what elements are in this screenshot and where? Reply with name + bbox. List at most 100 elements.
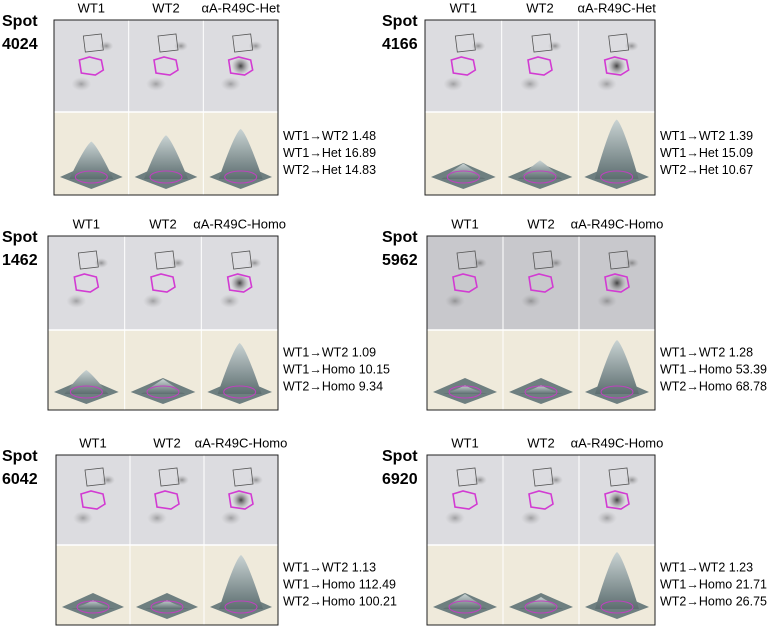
spot-label: Spot: [382, 229, 418, 246]
column-header: WT2: [153, 435, 180, 450]
panel-frame: [53, 19, 279, 196]
ratio-text: WT1→Het 15.09: [660, 146, 753, 160]
gel-spot: [73, 511, 93, 525]
gel-spot: [219, 294, 240, 308]
gel-spot: [521, 511, 541, 525]
gel-spot: [248, 41, 263, 51]
ratio-text: WT2→Homo 68.78: [660, 379, 767, 393]
panel: Spot 6042 WT1 WT2 αA-R49C-Homo WT1→WT2 1.13 WT…: [2, 435, 397, 626]
gel-spot: [71, 77, 92, 91]
gel-image: [425, 20, 502, 112]
spot-contour: [450, 56, 477, 76]
column-header: WT2: [527, 216, 554, 231]
gel-spot: [94, 258, 109, 268]
panel: Spot 6920 WT1 WT2 αA-R49C-Homo WT1→WT2 1.23 WT…: [382, 435, 767, 626]
panel: Spot 5962 WT1 WT2 αA-R49C-Homo WT1→WT2 1.28 WT…: [382, 216, 767, 411]
spot-contour: [153, 56, 179, 76]
spot-contour: [231, 250, 253, 270]
column-header: WT2: [149, 216, 176, 231]
surface-contour: [224, 170, 258, 184]
gel-spot: [232, 491, 250, 509]
ratio-text: WT1→Homo 10.15: [283, 362, 390, 376]
gel-spot: [548, 41, 562, 51]
spot-contour: [456, 250, 478, 270]
gel-image: [124, 236, 202, 330]
gel-spot: [520, 77, 540, 91]
column-header: WT1: [451, 435, 478, 450]
spot-contour: [232, 467, 254, 487]
panel-frame: [55, 454, 279, 626]
spot-contour: [157, 33, 179, 53]
surface-peak: [145, 600, 189, 609]
panel: Spot 4024 WT1 WT2 αA-R49C-Het WT1→WT2 1.48 WT1…: [2, 0, 376, 196]
spot-number: 4166: [382, 36, 418, 53]
surface-contour: [448, 385, 482, 399]
gel-spot: [624, 41, 639, 51]
gel-spot: [143, 294, 163, 308]
spot-number: 5962: [382, 252, 418, 269]
spot-contour: [452, 273, 478, 293]
spot-contour: [232, 33, 254, 53]
gel-spot: [549, 258, 563, 268]
spot-contour: [528, 273, 554, 293]
spot-contour: [452, 490, 478, 510]
column-header: αA-R49C-Homo: [193, 216, 286, 231]
column-header: αA-R49C-Het: [202, 0, 281, 15]
surface-contour: [600, 385, 634, 399]
spot-contour: [608, 250, 630, 270]
spot-label: Spot: [382, 13, 418, 30]
column-header: WT2: [527, 435, 554, 450]
surface-peak: [217, 343, 262, 394]
column-header: WT1: [73, 216, 100, 231]
surface-peak: [71, 600, 115, 609]
gel-spot: [473, 475, 487, 485]
spot-contour: [150, 273, 176, 293]
spot-contour: [532, 467, 554, 487]
surface-contour: [524, 385, 558, 399]
surface-peak: [69, 141, 114, 179]
ratio-text: WT1→Het 16.89: [283, 146, 376, 160]
surface-peak: [218, 128, 263, 179]
spot-contour: [527, 56, 553, 76]
panel-frame: [424, 19, 656, 196]
spot-contour: [608, 33, 630, 53]
spot-number: 6042: [2, 471, 38, 488]
ratio-text: WT1→WT2 1.09: [283, 345, 376, 359]
gel-image: [503, 236, 579, 330]
surface-peak: [595, 552, 639, 609]
surface-peak: [519, 385, 563, 394]
column-header: αA-R49C-Het: [578, 0, 657, 15]
spot-label: Spot: [2, 13, 38, 30]
ratio-text: WT2→Homo 26.75: [660, 594, 767, 608]
gel-spot: [146, 77, 166, 91]
panel: Spot 1462 WT1 WT2 αA-R49C-Homo WT1→WT2 1.09 WT…: [2, 216, 390, 411]
panel-frame: [426, 235, 656, 411]
gel-image: [128, 20, 204, 112]
spot-contour: [608, 467, 630, 487]
spot-label: Spot: [2, 448, 38, 465]
column-header: αA-R49C-Homo: [571, 216, 664, 231]
spot-contour: [78, 56, 105, 76]
gel-spot: [625, 258, 639, 268]
column-header: WT1: [451, 216, 478, 231]
surface-contour: [69, 385, 103, 399]
surface-peak: [518, 160, 562, 179]
gel-spot: [221, 511, 241, 525]
gel-spot: [608, 491, 626, 509]
spot-contour: [531, 33, 553, 53]
column-header: WT1: [450, 0, 477, 15]
gel-spot: [597, 294, 617, 308]
gel-spot: [174, 41, 188, 51]
gel-spot: [249, 475, 263, 485]
surface-contour: [446, 170, 480, 184]
gel-spot: [549, 475, 563, 485]
spot-number: 1462: [2, 252, 38, 269]
panel: Spot 4166 WT1 WT2 αA-R49C-Het WT1→WT2 1.39 WT1…: [382, 0, 753, 196]
gel-image: [427, 455, 503, 545]
spot-contour: [82, 33, 104, 53]
ratio-text: WT1→WT2 1.13: [283, 560, 376, 574]
spot-number: 6920: [382, 471, 418, 488]
surface-contour: [74, 170, 108, 184]
spot-contour: [604, 490, 630, 510]
